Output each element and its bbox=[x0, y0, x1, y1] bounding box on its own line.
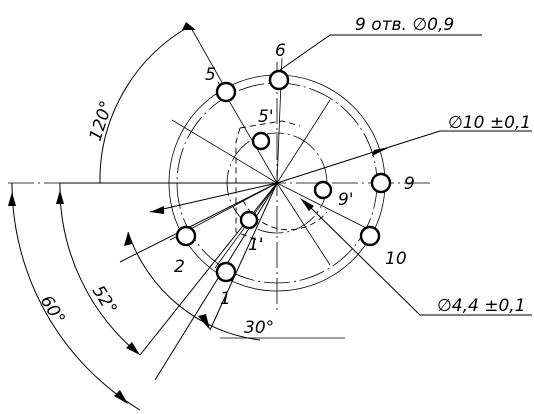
arrow-60-top bbox=[8, 192, 16, 206]
label-hole-2: 2 bbox=[174, 257, 185, 277]
dia10-leader bbox=[379, 130, 532, 151]
angle-30-label: 30° bbox=[244, 318, 274, 338]
holes-note: 9 отв. ∅0,9 bbox=[355, 15, 454, 35]
arc-120 bbox=[99, 25, 191, 184]
leader-dia10 bbox=[276, 149, 381, 184]
label-hole-1: 1 bbox=[220, 289, 231, 309]
hole-9-prime bbox=[313, 180, 333, 200]
arrow-30-mid bbox=[198, 314, 210, 330]
ray-upper-left bbox=[171, 119, 278, 184]
label-hole-9: 9 bbox=[404, 174, 415, 194]
leader-30-b bbox=[209, 182, 278, 331]
hole-9 bbox=[370, 172, 392, 194]
arrow-30-left bbox=[124, 232, 132, 246]
label-hole-9-prime: 9' bbox=[338, 190, 354, 210]
arrow-120-top bbox=[182, 22, 196, 30]
hidden-outline-top bbox=[239, 120, 301, 129]
angle-52-label: 52° bbox=[88, 282, 121, 318]
angle-60-label: 60° bbox=[36, 292, 69, 328]
arrow-60-bottom bbox=[114, 390, 128, 404]
hole-5 bbox=[215, 81, 237, 103]
dia44-note: ∅4,4 ±0,1 bbox=[437, 296, 526, 316]
dia44-arrow bbox=[300, 198, 314, 211]
label-hole-10: 10 bbox=[385, 249, 407, 269]
ext-120 bbox=[189, 25, 229, 94]
arc-52 bbox=[59, 182, 141, 356]
arrow-hole2 bbox=[150, 206, 164, 214]
leader-52 bbox=[119, 182, 278, 263]
hole-5-prime bbox=[251, 131, 271, 151]
angle-120-label: 120° bbox=[86, 98, 118, 143]
ray-upper-right bbox=[276, 99, 331, 184]
label-hole-6: 6 bbox=[275, 41, 286, 61]
dia10-note: ∅10 ±0,1 bbox=[448, 113, 531, 133]
hole-10 bbox=[359, 225, 381, 247]
holes-leader bbox=[279, 34, 482, 71]
ray-lower-right bbox=[276, 182, 331, 266]
dia44-leader bbox=[304, 201, 532, 316]
dia10-arrow bbox=[372, 147, 390, 156]
hole-1-prime bbox=[239, 210, 259, 230]
label-hole-5-prime: 5' bbox=[258, 107, 274, 127]
arc-60 bbox=[11, 182, 141, 411]
arrow-52-top bbox=[56, 190, 64, 204]
hole-2 bbox=[175, 225, 197, 247]
ray-hole-10 bbox=[276, 182, 381, 236]
leader-2-ref bbox=[149, 182, 278, 213]
hole-1 bbox=[215, 261, 237, 283]
label-hole-1-prime: 1' bbox=[248, 235, 264, 255]
leader-60 bbox=[139, 182, 278, 356]
arc-30 bbox=[127, 231, 261, 341]
label-hole-5: 5 bbox=[205, 65, 216, 85]
arrow-52-bottom bbox=[126, 342, 140, 355]
hole-6 bbox=[268, 69, 290, 91]
